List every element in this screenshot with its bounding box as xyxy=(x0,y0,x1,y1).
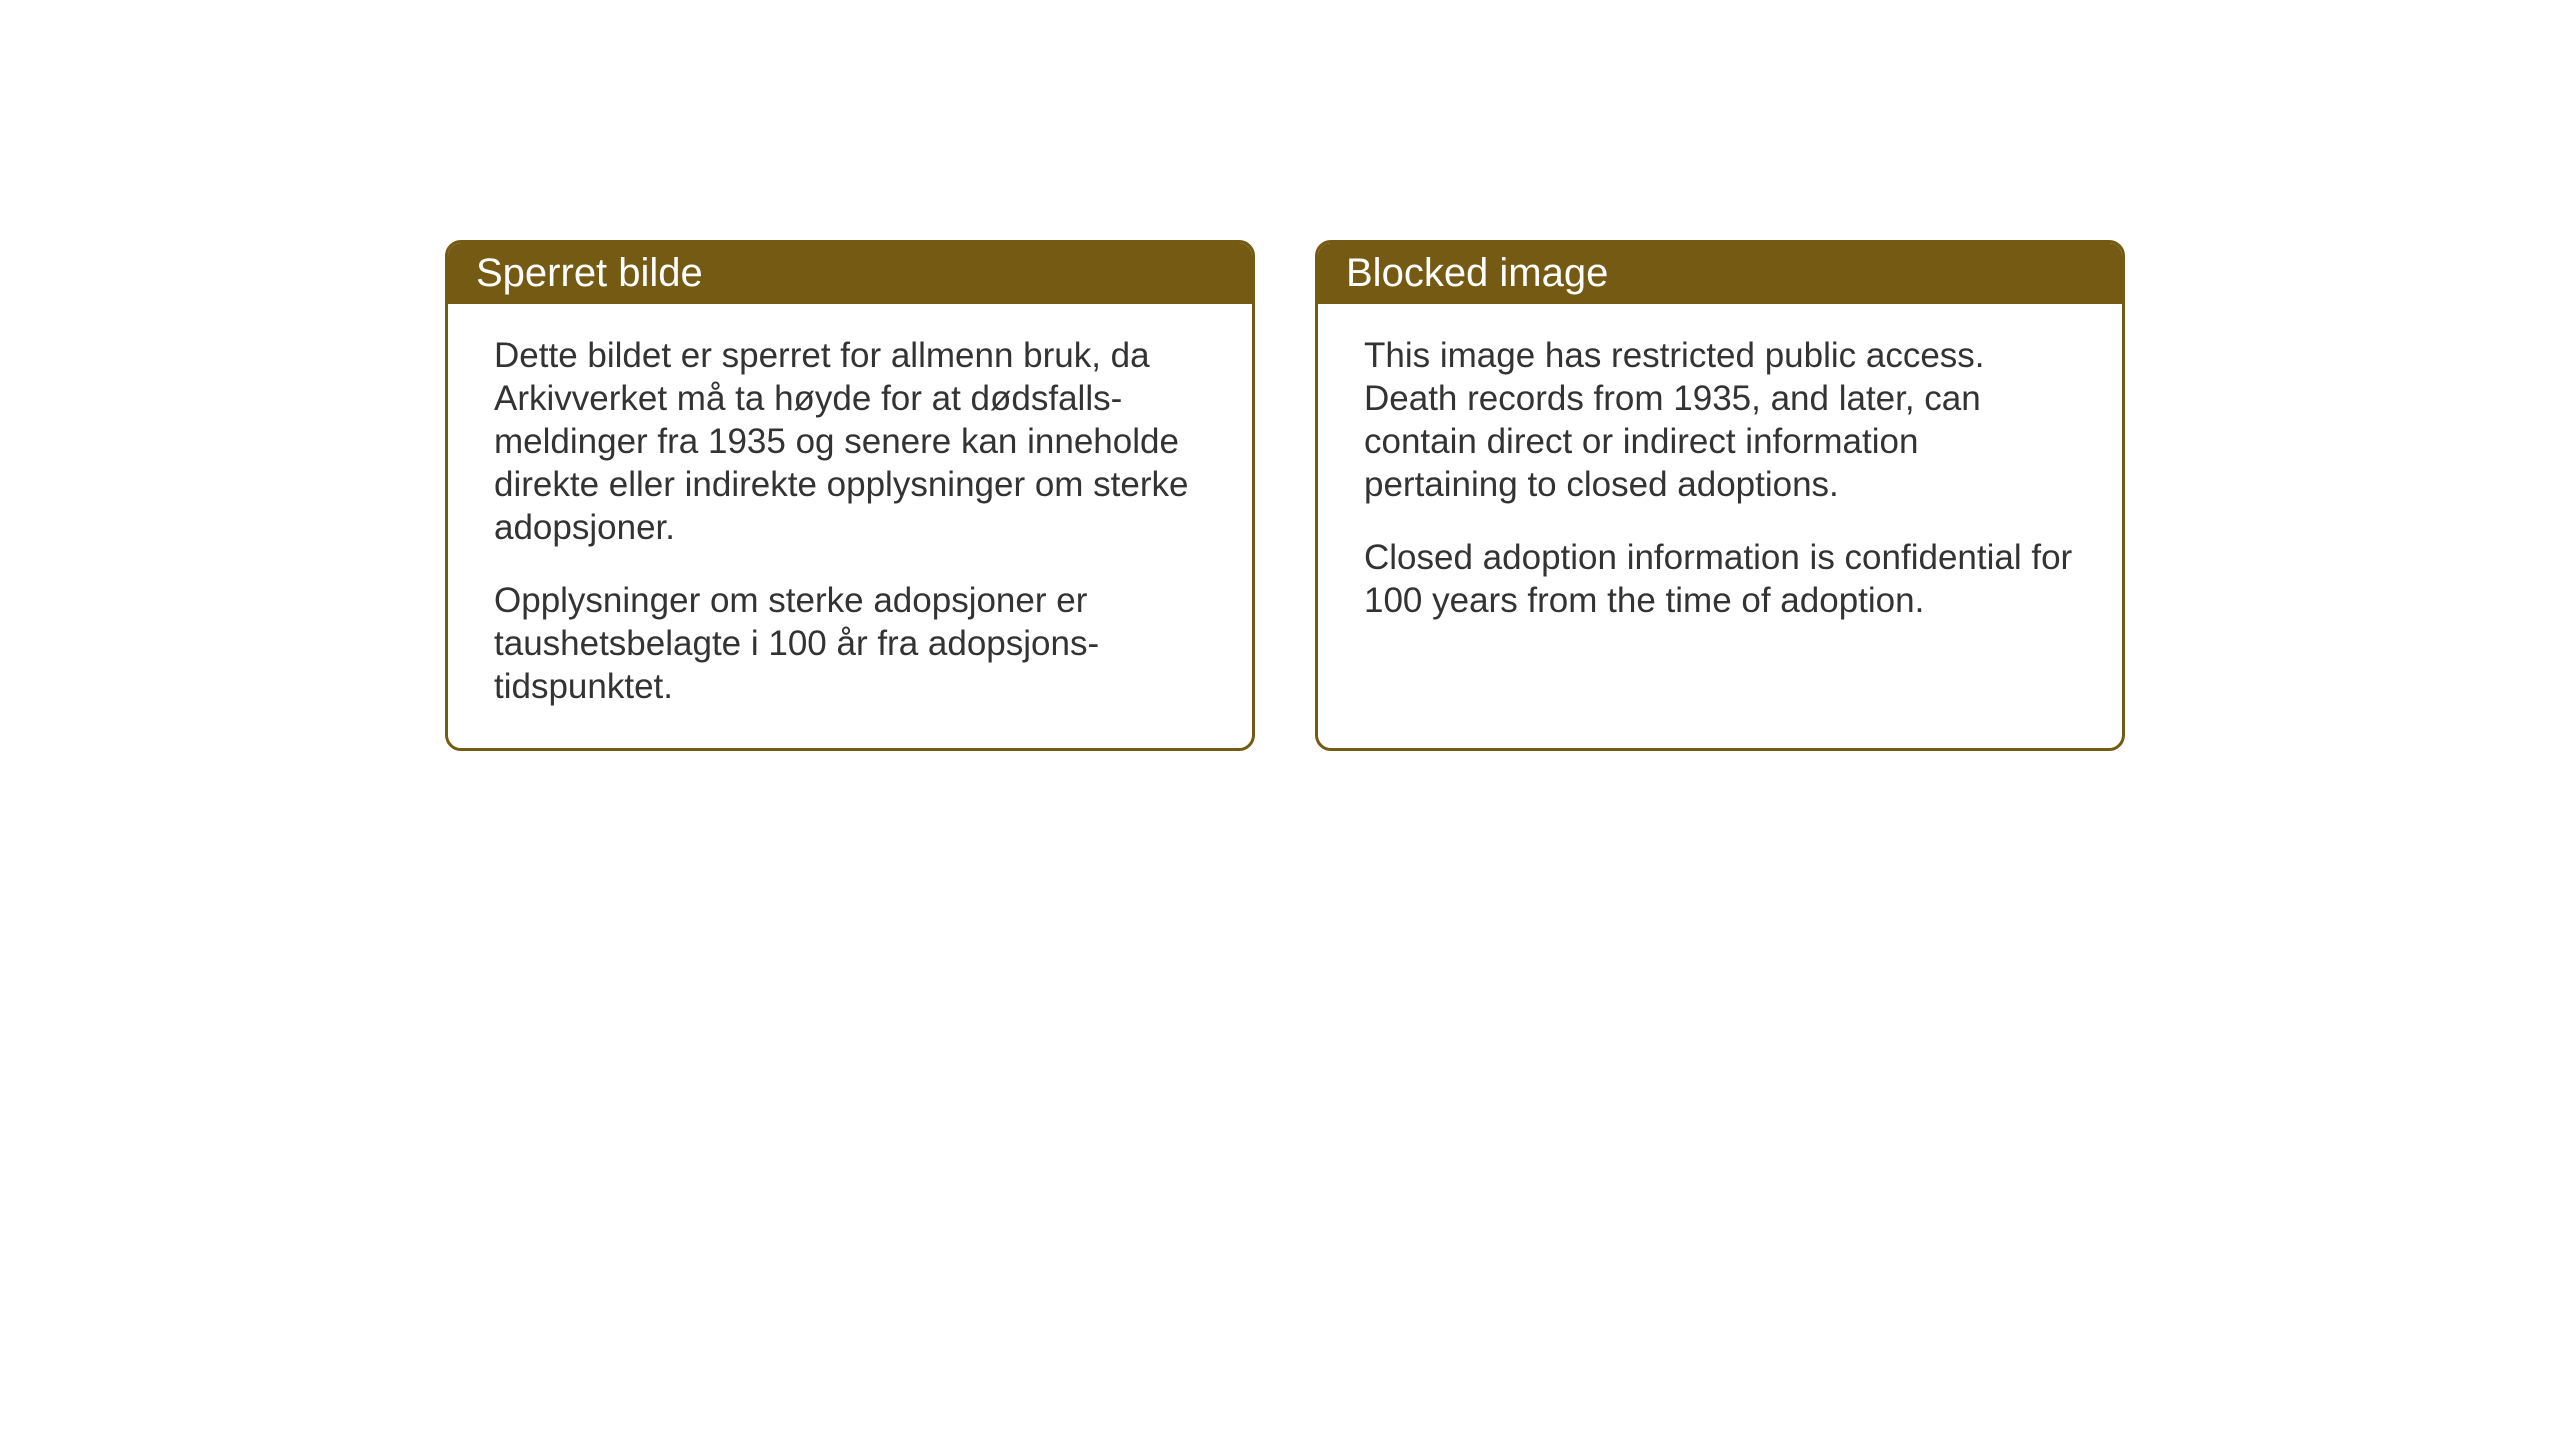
norwegian-paragraph-1: Dette bildet er sperret for allmenn bruk… xyxy=(494,334,1206,549)
norwegian-card-body: Dette bildet er sperret for allmenn bruk… xyxy=(448,304,1252,748)
norwegian-card: Sperret bilde Dette bildet er sperret fo… xyxy=(445,240,1255,751)
english-card-body: This image has restricted public access.… xyxy=(1318,304,2122,662)
norwegian-card-title: Sperret bilde xyxy=(448,243,1252,304)
english-card: Blocked image This image has restricted … xyxy=(1315,240,2125,751)
english-paragraph-2: Closed adoption information is confident… xyxy=(1364,536,2076,622)
cards-container: Sperret bilde Dette bildet er sperret fo… xyxy=(445,240,2125,751)
english-card-title: Blocked image xyxy=(1318,243,2122,304)
english-paragraph-1: This image has restricted public access.… xyxy=(1364,334,2076,506)
norwegian-paragraph-2: Opplysninger om sterke adopsjoner er tau… xyxy=(494,579,1206,708)
